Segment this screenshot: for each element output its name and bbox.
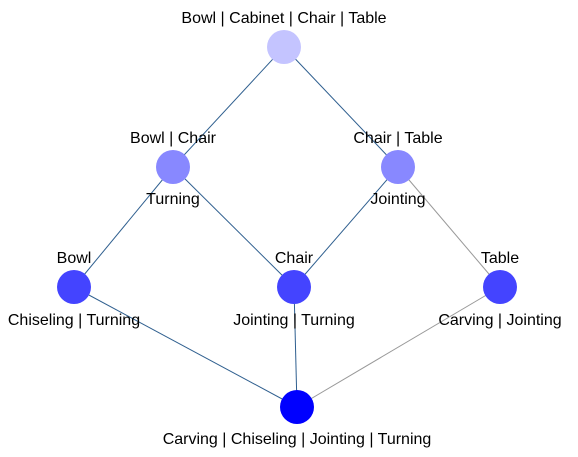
node-top-objects-label: Bowl | Cabinet | Chair | Table: [181, 10, 386, 27]
node-top: [267, 30, 301, 64]
edge-bc-chair: [172, 166, 295, 288]
node-table-attributes-label: Carving | Jointing: [438, 312, 561, 329]
edge-bc-bowl: [73, 166, 174, 288]
node-bc-attributes-label: Turning: [146, 191, 200, 208]
node-bottom: [280, 390, 314, 424]
edge-top-ct: [283, 46, 399, 168]
node-bowl: [57, 270, 91, 304]
edge-top-bc: [172, 46, 285, 168]
node-bottom-attributes-label: Carving | Chiseling | Jointing | Turning: [163, 431, 432, 448]
node-ct-attributes-label: Jointing: [370, 191, 425, 208]
edge-ct-table: [397, 166, 501, 288]
edge-bowl-bottom: [73, 286, 298, 408]
lattice-nodes: [57, 30, 517, 424]
node-ct-objects-label: Chair | Table: [353, 130, 442, 147]
node-table-objects-label: Table: [481, 250, 519, 267]
node-bc: [156, 150, 190, 184]
node-chair-attributes-label: Jointing | Turning: [233, 312, 355, 329]
node-chair-objects-label: Chair: [275, 250, 314, 267]
node-bc-objects-label: Bowl | Chair: [130, 130, 217, 147]
node-bowl-objects-label: Bowl: [57, 250, 92, 267]
node-table: [483, 270, 517, 304]
node-ct: [381, 150, 415, 184]
edge-table-bottom: [296, 286, 501, 408]
node-bowl-attributes-label: Chiseling | Turning: [8, 312, 140, 329]
edge-chair-bottom: [293, 286, 298, 408]
lattice-edges: [73, 46, 501, 408]
node-chair: [277, 270, 311, 304]
edge-ct-chair: [293, 166, 399, 288]
lattice-labels: Bowl | Cabinet | Chair | Table Bowl | Cha…: [8, 10, 562, 448]
